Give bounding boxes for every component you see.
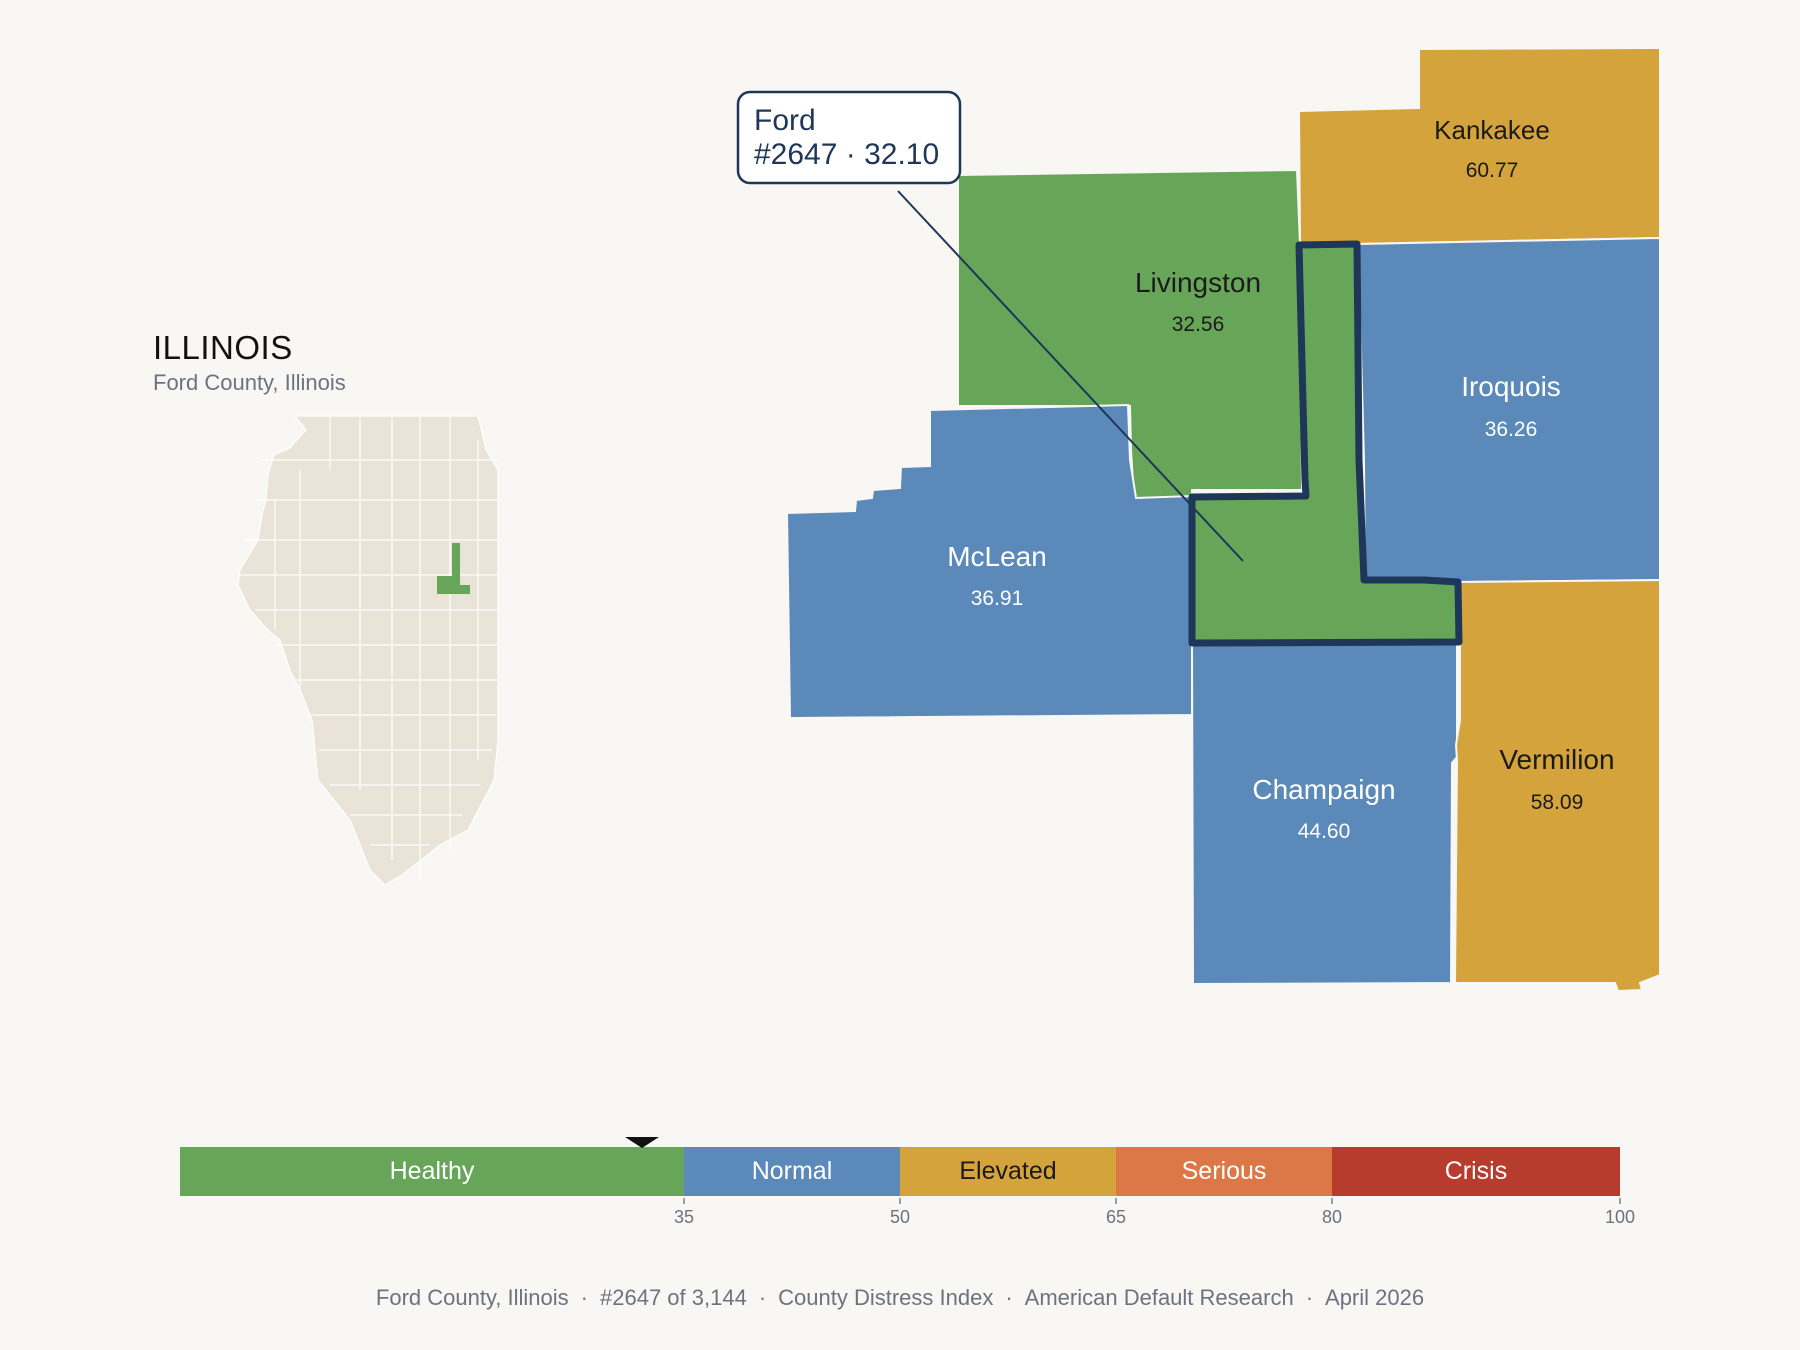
county-value-champaign: 44.60	[1298, 820, 1351, 843]
main-county-map: Kankakee 60.77 Livingston 32.56 Iroquois…	[736, 46, 1661, 993]
scale-tick	[683, 1198, 685, 1204]
footer-location: Ford County, Illinois	[375, 1285, 569, 1310]
scale-current-marker	[625, 1137, 660, 1148]
callout-rank-value: #2647 · 32.10	[754, 138, 939, 171]
county-value-mclean: 36.91	[971, 587, 1024, 610]
footer-date: April 2026	[1325, 1285, 1425, 1310]
footer-source: American Default Research	[1024, 1285, 1294, 1310]
distress-scale: Healthy Normal Elevated Serious Crisis 35 50 65…	[180, 1137, 1635, 1227]
footer-rank: #2647 of 3,144	[600, 1285, 747, 1310]
county-value-livingston: 32.56	[1172, 313, 1225, 336]
scale-tick	[1115, 1198, 1117, 1204]
callout-box	[736, 90, 962, 185]
scale-tick-label: 100	[1604, 1207, 1636, 1227]
scale-segment-healthy: Healthy	[180, 1147, 684, 1196]
county-vermilion[interactable]	[1453, 578, 1661, 993]
county-mclean[interactable]	[785, 403, 1193, 720]
scale-tick-label: 50	[889, 1207, 911, 1227]
scale-tick	[1619, 1198, 1621, 1204]
callout-county-name: Ford	[754, 104, 816, 137]
county-label-vermilion: Vermilion	[1499, 744, 1614, 775]
inset-county-grid	[240, 416, 498, 880]
scale-tick-label: 80	[1321, 1207, 1343, 1227]
county-iroquois[interactable]	[1356, 236, 1661, 584]
county-label-mclean: McLean	[947, 541, 1047, 572]
illinois-inset-map	[237, 415, 499, 886]
inset-state-title: ILLINOIS	[153, 329, 293, 366]
footer: Ford County, Illinois · #2647 of 3,144 · Cou…	[375, 1285, 1425, 1310]
scale-tick	[899, 1198, 901, 1204]
inset-subtitle: Ford County, Illinois	[153, 370, 346, 395]
scale-segment-normal: Normal	[684, 1147, 900, 1196]
county-ford[interactable]	[1188, 240, 1463, 647]
scale-segment-serious: Serious	[1116, 1147, 1332, 1196]
county-value-vermilion: 58.09	[1531, 791, 1584, 814]
county-champaign[interactable]	[1190, 640, 1458, 986]
scale-segment-elevated: Elevated	[900, 1147, 1116, 1196]
inset-ford-county	[437, 543, 470, 594]
footer-index: County Distress Index	[778, 1285, 994, 1310]
county-label-champaign: Champaign	[1252, 774, 1395, 805]
scale-segment-crisis: Crisis	[1332, 1147, 1620, 1196]
county-value-iroquois: 36.26	[1485, 418, 1538, 441]
county-label-kankakee: Kankakee	[1434, 115, 1550, 145]
scale-tick-label: 35	[673, 1207, 695, 1227]
county-label-iroquois: Iroquois	[1461, 371, 1561, 402]
county-value-kankakee: 60.77	[1466, 159, 1519, 182]
county-label-livingston: Livingston	[1135, 267, 1261, 298]
county-kankakee[interactable]	[1297, 46, 1661, 247]
callout-leader-line	[897, 190, 1244, 562]
scale-tick-label: 65	[1105, 1207, 1127, 1227]
scale-tick	[1331, 1198, 1333, 1204]
